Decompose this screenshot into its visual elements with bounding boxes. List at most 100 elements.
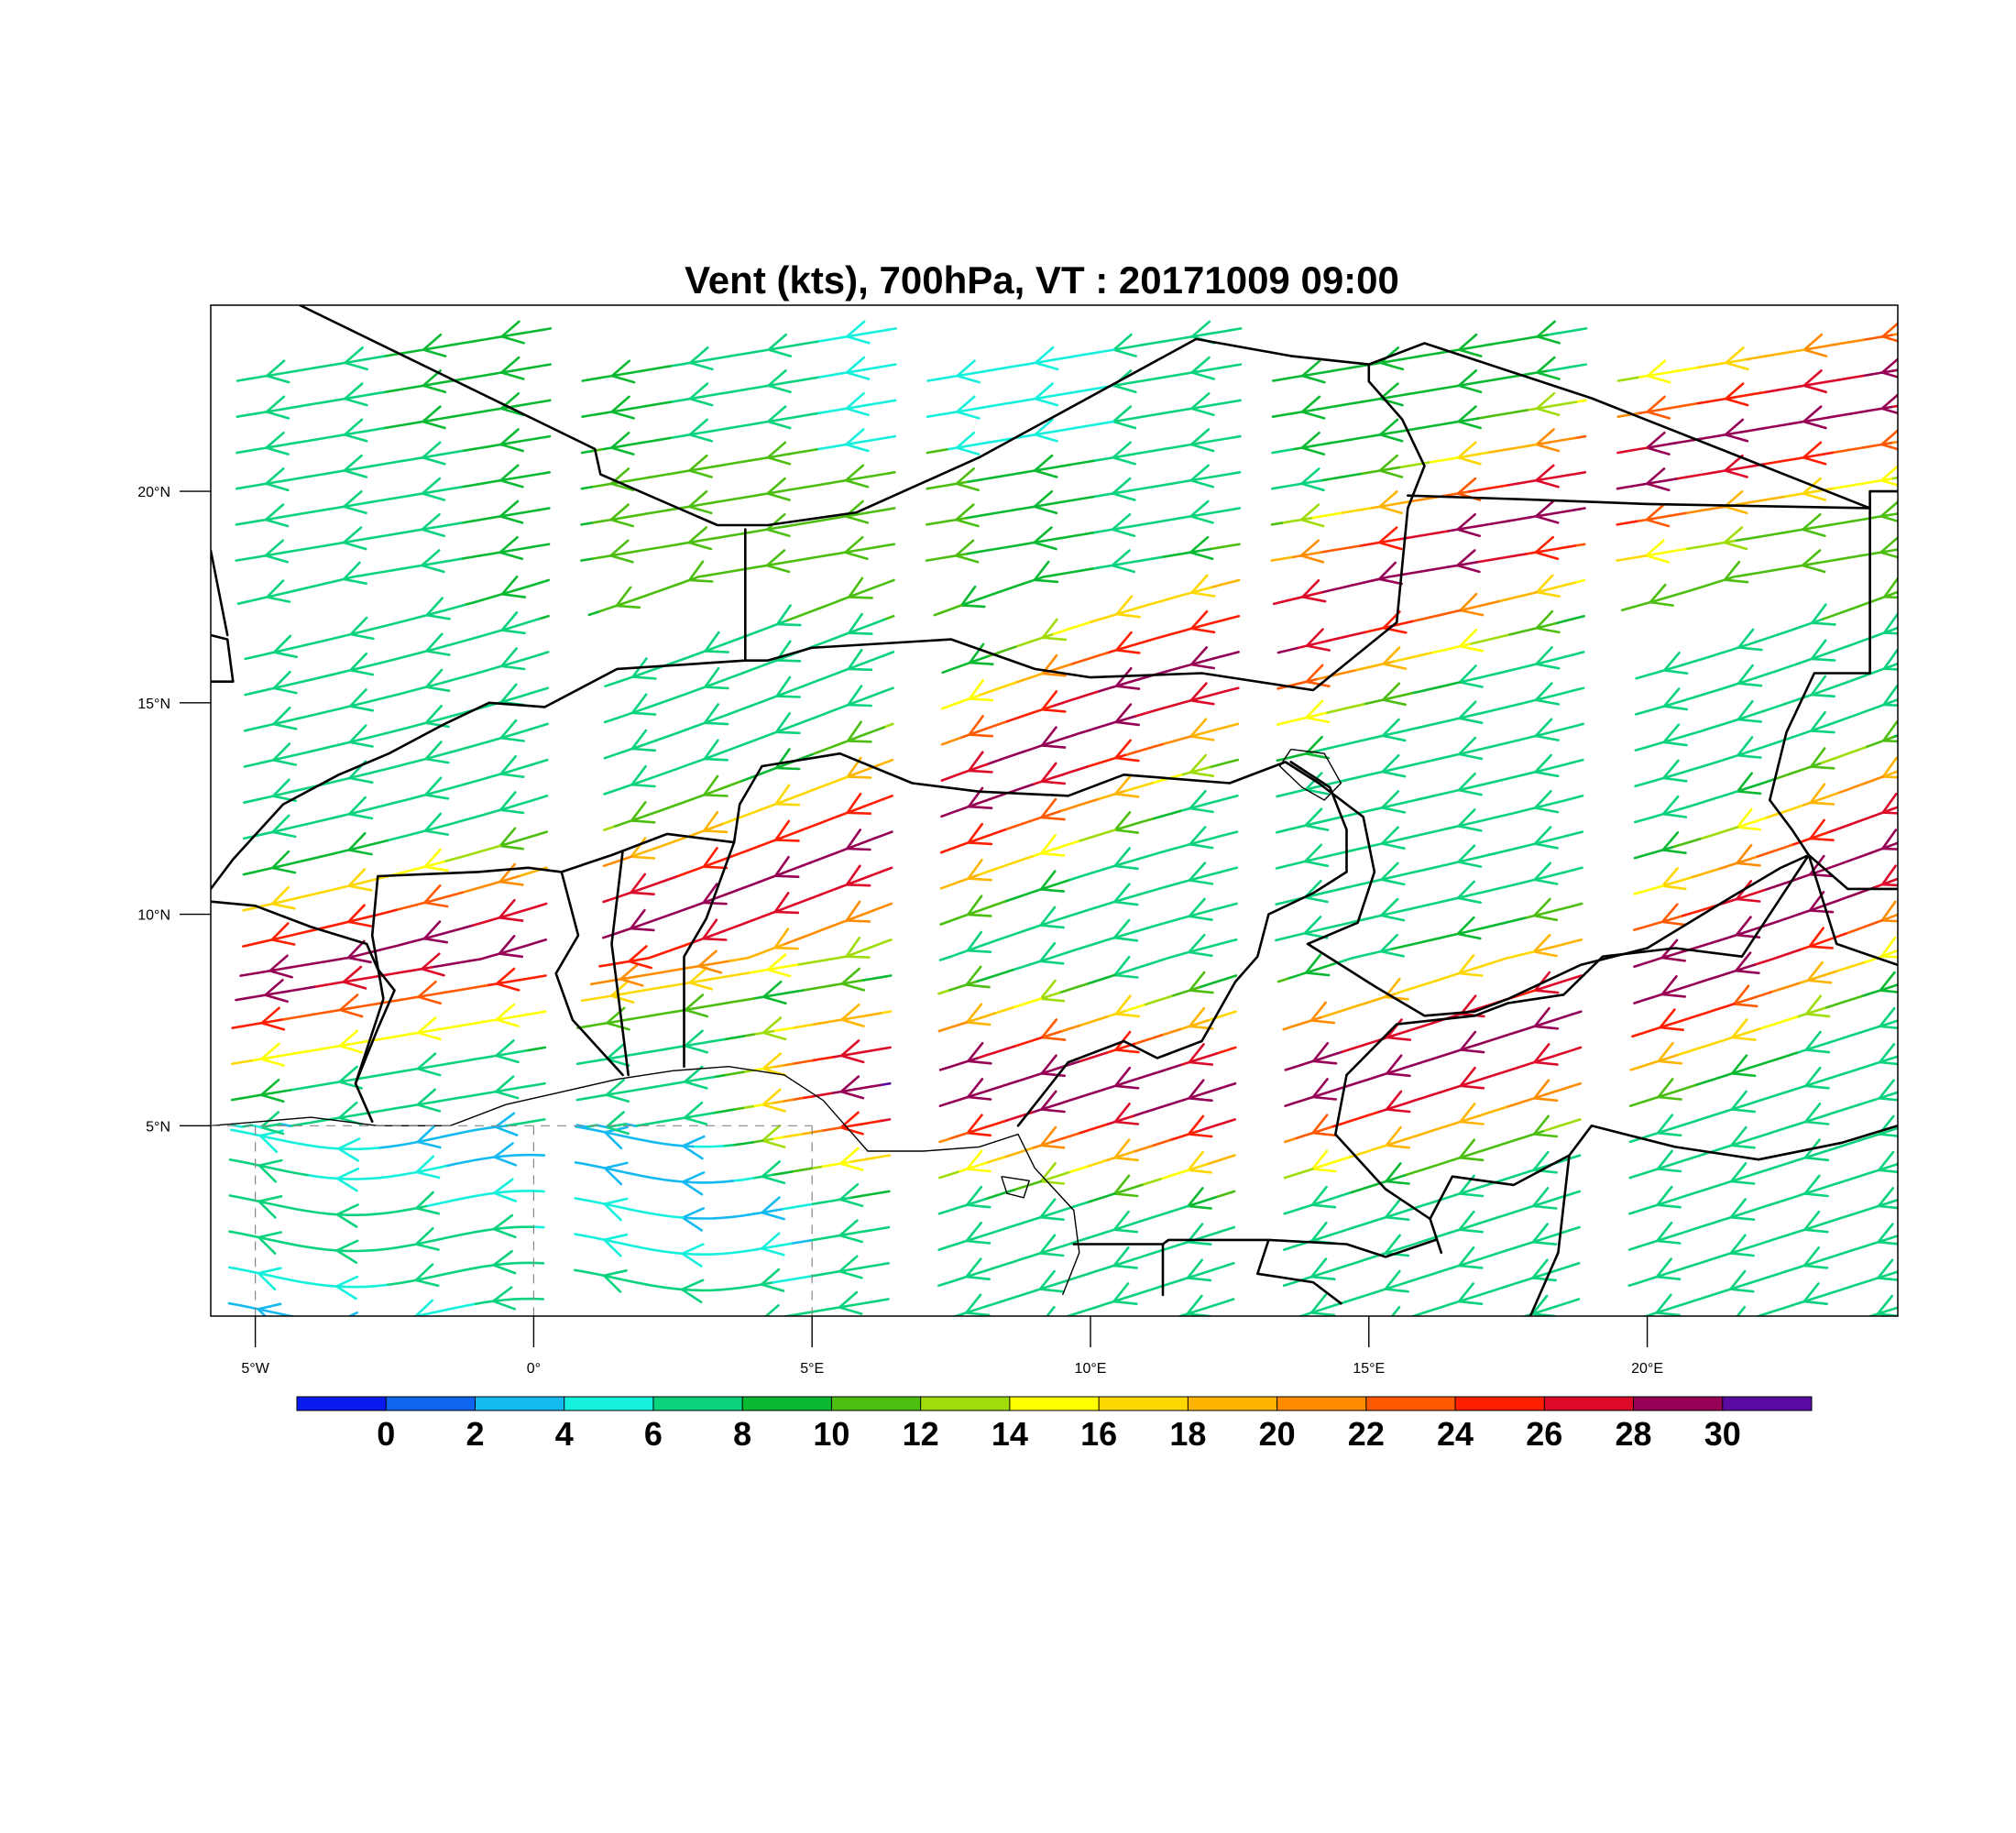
streamline-segment [1067, 830, 1239, 882]
streamline-segment [751, 1103, 764, 1108]
streamline-segment [1095, 789, 1126, 801]
streamline-segment [1507, 621, 1557, 637]
streamline-segment [1799, 932, 1847, 951]
streamline-segment [1633, 915, 1682, 931]
streamline-segment [1068, 652, 1109, 666]
streamline-segment [1446, 507, 1586, 532]
streamline-segment [574, 1161, 734, 1184]
streamline-segment [937, 1021, 969, 1033]
streamline-segment [1359, 466, 1401, 476]
streamline-segment [589, 507, 896, 561]
streamline-segment [1271, 369, 1549, 418]
streamline-segment [713, 1074, 726, 1079]
streamline-segment [228, 1158, 309, 1177]
streamline-segment [791, 1023, 814, 1029]
streamline-segment [395, 891, 464, 912]
streamline-segment [581, 365, 673, 382]
colorbar-swatch [652, 1397, 743, 1410]
streamline-segment [430, 938, 548, 969]
streamline-segment [964, 495, 1095, 520]
streamline-segment [575, 1075, 716, 1102]
x-tick-label: 5°E [800, 1361, 824, 1377]
streamline-segment [1209, 578, 1241, 589]
streamline-segment [1207, 1010, 1237, 1022]
streamline-segment [1214, 1190, 1236, 1199]
streamline-segment [731, 1141, 754, 1147]
streamline-segment [1486, 443, 1538, 455]
colorbar-label: 12 [903, 1415, 939, 1453]
streamline-segment [1123, 782, 1155, 793]
streamline-segment [1132, 1081, 1237, 1117]
colorbar-label: 0 [377, 1415, 395, 1453]
streamline-segment [1179, 795, 1239, 813]
streamline-segment [1635, 626, 1898, 716]
streamline-segment [1754, 1270, 1898, 1316]
plot-frame [210, 304, 1899, 1317]
streamline-segment [1104, 1150, 1134, 1162]
streamline-segment [228, 1194, 428, 1216]
streamline-segment [1013, 1036, 1044, 1048]
streamline-segment [1458, 651, 1585, 684]
streamline-segment [947, 981, 977, 993]
streamline-segment [1466, 484, 1508, 493]
colorbar-swatch [386, 1397, 476, 1410]
streamline-segment [784, 578, 895, 622]
streamline-segment [1332, 948, 1392, 966]
streamline-segment [1845, 919, 1884, 935]
streamline-segment [940, 736, 962, 746]
streamline-segment [472, 1297, 544, 1306]
colorbar-swatch [831, 1397, 922, 1410]
streamline-segment [1086, 753, 1126, 768]
streamline-segment [1633, 884, 1664, 895]
colorbar-label: 20 [1259, 1415, 1296, 1453]
colorbar-swatch [564, 1397, 654, 1410]
streamline-segment [227, 1266, 388, 1289]
streamline-segment [1836, 775, 1885, 795]
streamline-segment [244, 603, 466, 661]
streamline-segment [230, 1089, 292, 1102]
country-border [211, 528, 747, 891]
streamline-segment [1919, 796, 1928, 799]
streamline-segment [948, 1131, 970, 1140]
streamline-segment [460, 434, 552, 453]
streamline-segment [242, 839, 389, 876]
streamline-segment [1050, 621, 1090, 636]
streamline-segment [1208, 758, 1239, 769]
streamline-segment [816, 363, 897, 379]
streamline-segment [242, 875, 389, 912]
streamline-segment [1004, 705, 1053, 723]
streamline-segment [771, 1170, 794, 1177]
streamline-segment [1634, 790, 1739, 824]
streamline-segment [1039, 991, 1061, 1000]
streamline-segment [926, 348, 1115, 382]
country-borders [211, 305, 1898, 1316]
streamline-segment [587, 610, 600, 617]
streamline-segment [781, 1062, 794, 1067]
streamline-segment [723, 1035, 745, 1041]
streamline-segment [1286, 962, 1335, 981]
streamline-segment [809, 1225, 891, 1242]
streamline-segment [1627, 1198, 1898, 1288]
streamline-segment [742, 1033, 755, 1037]
streamline-segment [1296, 631, 1366, 650]
country-border [1256, 1238, 1342, 1305]
streamline-segment [1526, 401, 1578, 412]
streamline-segment [1348, 1174, 1407, 1195]
streamline-segment [976, 855, 1034, 877]
streamline-segment [1104, 1114, 1135, 1126]
colorbar-label: 10 [813, 1415, 849, 1453]
streamline-segment [1628, 1055, 1898, 1144]
streamline-segment [1187, 1163, 1209, 1171]
streamline-segment [712, 1108, 735, 1114]
streamline-segment [926, 448, 948, 455]
streamline-segment [1637, 366, 1698, 379]
streamline-segment [1574, 399, 1587, 403]
streamline-segment [941, 694, 981, 710]
streamline-segment [986, 715, 1136, 766]
streamline-segment [1272, 334, 1549, 382]
streamline-segment [1391, 652, 1433, 664]
streamline-segment [1733, 991, 1772, 1005]
streamline-segment [1629, 1083, 1697, 1107]
country-border [1345, 853, 1811, 1077]
streamline-segment [239, 924, 473, 977]
